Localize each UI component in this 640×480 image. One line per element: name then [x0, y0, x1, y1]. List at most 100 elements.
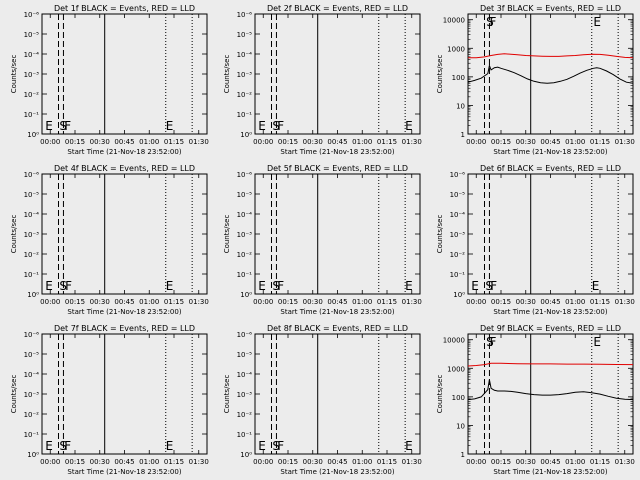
- y-axis-label: Counts/sec: [10, 375, 18, 414]
- y-tick-label: 10⁻⁶: [24, 171, 40, 179]
- y-tick-label: 10⁻⁶: [237, 331, 253, 339]
- y-tick-label: 10⁻¹: [24, 431, 40, 439]
- x-axis-label: Start Time (21-Nov-18 23:52:00): [280, 308, 394, 316]
- x-tick-label: 00:30: [516, 138, 536, 146]
- x-tick-label: 01:00: [352, 298, 372, 306]
- event-rate-line: [467, 379, 634, 401]
- event-marker-label: F: [277, 279, 284, 293]
- y-tick-label: 10⁻⁶: [237, 11, 253, 19]
- y-tick-label: 10⁻⁵: [450, 191, 466, 199]
- event-marker-label: F: [277, 119, 284, 133]
- y-tick-label: 10⁻¹: [450, 271, 466, 279]
- x-tick-label: 01:30: [615, 138, 635, 146]
- x-tick-label: 00:00: [40, 458, 60, 466]
- y-tick-label: 10⁻³: [237, 231, 253, 239]
- x-tick-label: 00:15: [278, 458, 298, 466]
- event-marker-label: S: [59, 279, 67, 293]
- event-marker-label: E: [593, 15, 601, 29]
- x-tick-label: 01:00: [565, 298, 585, 306]
- y-tick-label: 10⁻³: [24, 391, 40, 399]
- chart-title: Det 5f BLACK = Events, RED = LLD: [267, 164, 408, 173]
- x-tick-label: 01:30: [402, 458, 422, 466]
- plot-frame: [467, 13, 634, 135]
- x-tick-label: 00:45: [327, 298, 347, 306]
- event-marker-label: E: [258, 279, 266, 293]
- event-marker-label: E: [593, 335, 601, 349]
- y-tick-label: 10⁻⁴: [24, 51, 40, 59]
- x-tick-label: 00:30: [90, 298, 110, 306]
- detector-panel: Det 6f BLACK = Events, RED = LLD Start Ti…: [436, 164, 635, 316]
- x-tick-label: 01:30: [615, 298, 635, 306]
- plot-frame: [467, 333, 634, 455]
- y-tick-label: 10⁻¹: [24, 111, 40, 119]
- y-tick-label: 10⁻⁶: [24, 331, 40, 339]
- event-marker-label: E: [45, 279, 53, 293]
- x-tick-label: 01:00: [139, 298, 159, 306]
- event-marker-label: F: [64, 439, 71, 453]
- y-axis-label: Counts/sec: [10, 55, 18, 94]
- event-marker-label: E: [405, 279, 413, 293]
- chart-title: Det 8f BLACK = Events, RED = LLD: [267, 324, 408, 333]
- plot-frame: [41, 333, 208, 455]
- x-tick-label: 00:45: [540, 298, 560, 306]
- y-tick-label: 10⁻¹: [237, 431, 253, 439]
- x-tick-label: 01:00: [565, 138, 585, 146]
- y-tick-label: 10⁻²: [450, 251, 466, 259]
- x-tick-label: 00:15: [491, 138, 511, 146]
- event-marker-label: S: [486, 15, 494, 29]
- x-tick-label: 01:00: [139, 458, 159, 466]
- lld-rate-line: [467, 362, 634, 367]
- x-tick-label: 01:15: [590, 298, 610, 306]
- y-axis-label: Counts/sec: [436, 215, 444, 254]
- x-tick-label: 01:15: [377, 458, 397, 466]
- x-tick-label: 01:15: [164, 298, 184, 306]
- x-tick-label: 01:15: [590, 138, 610, 146]
- x-tick-label: 00:15: [278, 298, 298, 306]
- chart-title: Det 7f BLACK = Events, RED = LLD: [54, 324, 195, 333]
- event-marker-label: S: [59, 119, 67, 133]
- y-tick-label: 10⁻⁵: [24, 31, 40, 39]
- y-tick-label: 1: [461, 451, 465, 459]
- plot-frame: [254, 13, 421, 135]
- event-marker-label: S: [272, 119, 280, 133]
- x-tick-label: 01:30: [615, 458, 635, 466]
- event-marker-label: E: [592, 279, 600, 293]
- y-tick-label: 10⁰: [27, 131, 39, 139]
- detector-panel: Det 4f BLACK = Events, RED = LLD Start Ti…: [10, 164, 209, 316]
- detector-panel: Det 7f BLACK = Events, RED = LLD Start Ti…: [10, 324, 209, 476]
- x-tick-label: 00:45: [540, 138, 560, 146]
- x-tick-label: 00:45: [114, 138, 134, 146]
- y-tick-label: 10000: [443, 337, 465, 345]
- event-marker-label: E: [258, 119, 266, 133]
- y-tick-label: 10⁻²: [24, 251, 40, 259]
- x-tick-label: 00:15: [278, 138, 298, 146]
- x-tick-label: 00:30: [516, 298, 536, 306]
- x-tick-label: 00:00: [466, 458, 486, 466]
- event-marker-label: S: [272, 279, 280, 293]
- y-tick-label: 10⁻⁵: [237, 191, 253, 199]
- x-axis-label: Start Time (21-Nov-18 23:52:00): [493, 468, 607, 476]
- y-tick-label: 10: [456, 422, 465, 430]
- x-tick-label: 01:30: [189, 138, 209, 146]
- y-tick-label: 1: [461, 131, 465, 139]
- x-axis-label: Start Time (21-Nov-18 23:52:00): [493, 308, 607, 316]
- x-tick-label: 00:15: [491, 458, 511, 466]
- y-axis-label: Counts/sec: [436, 55, 444, 94]
- event-marker-label: F: [277, 439, 284, 453]
- y-axis-label: Counts/sec: [436, 375, 444, 414]
- y-tick-label: 100: [452, 74, 465, 82]
- x-tick-label: 01:15: [377, 298, 397, 306]
- x-axis-label: Start Time (21-Nov-18 23:52:00): [280, 148, 394, 156]
- y-tick-label: 10⁻⁴: [237, 371, 253, 379]
- event-marker-label: E: [166, 119, 174, 133]
- event-marker-label: E: [45, 439, 53, 453]
- event-marker-label: S: [272, 439, 280, 453]
- y-tick-label: 10⁰: [240, 291, 252, 299]
- detector-panel: Det 5f BLACK = Events, RED = LLD Start Ti…: [223, 164, 422, 316]
- lld-rate-line: [468, 53, 634, 59]
- y-axis-label: Counts/sec: [223, 375, 231, 414]
- plot-frame: [41, 13, 208, 135]
- x-tick-label: 00:00: [40, 138, 60, 146]
- y-tick-label: 1000: [447, 365, 465, 373]
